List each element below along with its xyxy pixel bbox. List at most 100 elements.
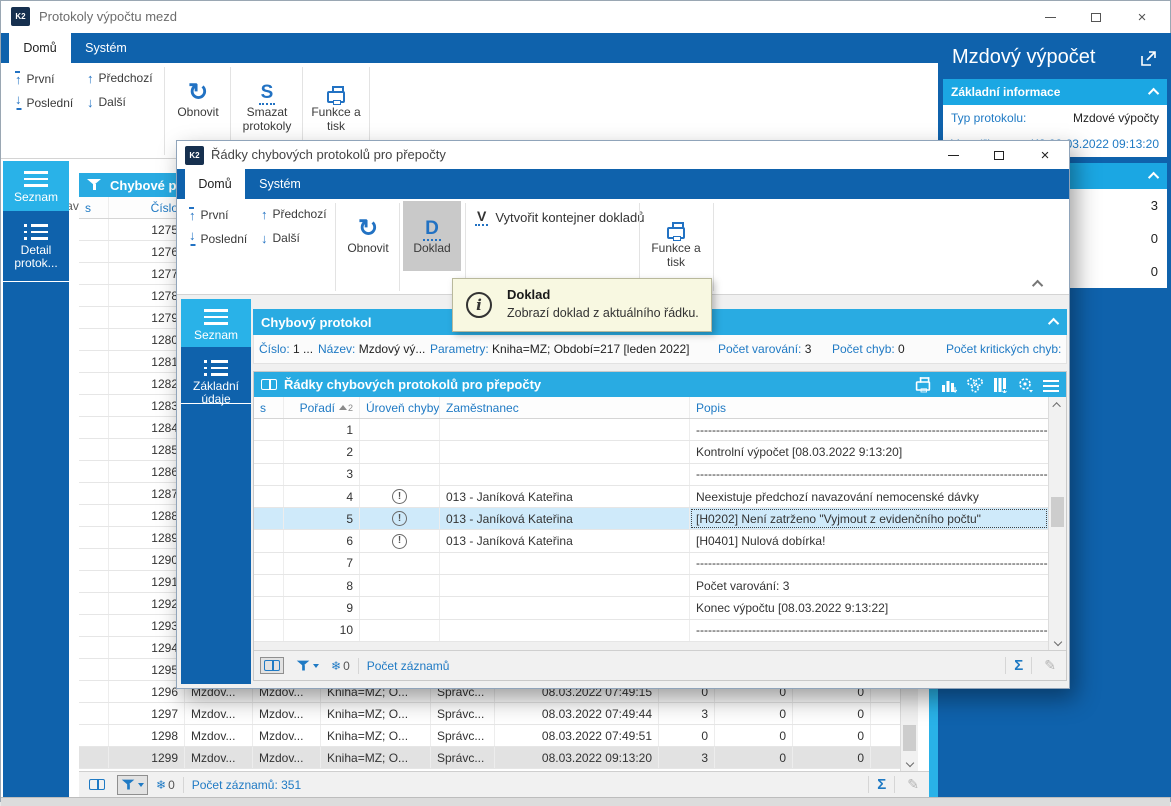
scroll-down-icon[interactable]	[1049, 634, 1066, 650]
snowflake-icon: ❄	[156, 777, 167, 792]
last-button[interactable]: ↑ Poslední	[189, 230, 248, 246]
scroll-down-icon[interactable]	[901, 755, 918, 771]
table-row[interactable]: 7 ! ------------------------------------…	[254, 552, 1048, 576]
sidebar-item-detail[interactable]: Detail protok...	[3, 214, 69, 282]
column-header-poradi[interactable]: Pořadí 2	[284, 397, 360, 418]
doklad-button[interactable]: D Doklad	[403, 201, 461, 271]
functions-print-button[interactable]: Funkce a tisk	[645, 207, 707, 270]
ribbon-collapse-icon[interactable]	[1031, 277, 1044, 292]
open-external-icon[interactable]	[1140, 50, 1157, 67]
tooltip-text: Zobrazí doklad z aktuálního řádku.	[507, 306, 699, 320]
delete-protocols-button[interactable]: S Smazat protokoly	[242, 82, 292, 134]
previous-button[interactable]: ↑ Předchozí	[261, 206, 327, 222]
section-header[interactable]: Základní informace	[943, 79, 1167, 105]
table-row[interactable]: 10 ! -----------------------------------…	[254, 619, 1048, 642]
dialog-content: Chybový protokol Číslo: 1 ... Název: Mzd…	[253, 299, 1067, 684]
first-button[interactable]: ↑ První	[189, 207, 229, 223]
column-header-popis[interactable]: Popis	[696, 400, 727, 415]
arrow-to-top-icon: ↑	[15, 71, 22, 87]
warning-icon: !	[392, 533, 407, 549]
dialog-ribbon-tabs: Domů Systém	[177, 169, 1069, 199]
minimize-button[interactable]	[931, 141, 975, 169]
close-button[interactable]: ×	[1119, 1, 1165, 33]
print-icon[interactable]	[915, 377, 931, 393]
collapse-icon[interactable]	[1147, 87, 1160, 100]
dialog-vertical-scrollbar[interactable]	[1048, 397, 1066, 650]
maximize-button[interactable]	[977, 141, 1021, 169]
close-icon: ×	[1040, 146, 1050, 164]
create-container-button[interactable]: V Vytvořit kontejner dokladů	[475, 208, 645, 226]
table-row[interactable]: 9 ! Konec výpočtu [08.03.2022 9:13:22]	[254, 597, 1048, 620]
filter-icon[interactable]	[87, 178, 102, 192]
table-row[interactable]: 8 ! Počet varování: 3	[254, 575, 1048, 598]
detail-list-icon	[24, 224, 48, 240]
table-row[interactable]: 1299 Mzdov... Mzdov... Kniha=MZ; O... Sp…	[79, 747, 900, 769]
next-button[interactable]: ↓ Další	[261, 230, 300, 246]
tab-domu[interactable]: Domů	[185, 169, 245, 199]
table-row[interactable]: 3 ! ------------------------------------…	[254, 463, 1048, 486]
minimize-button[interactable]	[1027, 1, 1073, 33]
dialog-sidebar: Seznam Základní údaje	[181, 299, 251, 684]
column-header-s[interactable]: s	[254, 397, 284, 418]
protocol-field: Počet kritických chyb:	[946, 342, 1062, 356]
previous-button[interactable]: ↑ Předchozí	[87, 70, 153, 86]
collapse-icon[interactable]	[1147, 171, 1160, 184]
refresh-button[interactable]: ↻ Obnovit	[169, 71, 227, 120]
table-row[interactable]: 1298 Mzdov... Mzdov... Kniha=MZ; O... Sp…	[79, 725, 900, 747]
chart-icon[interactable]	[941, 377, 957, 393]
main-titlebar: K2 Protokoly výpočtu mezd ×	[1, 1, 1170, 33]
sidebar-item-zakladni-udaje[interactable]: Základní údaje	[181, 350, 251, 406]
scrollbar-thumb[interactable]	[903, 725, 916, 751]
sidebar-item-seznam[interactable]: Seznam	[181, 299, 251, 347]
filter-toggle[interactable]	[292, 656, 323, 676]
refresh-button[interactable]: ↻ Obnovit	[339, 207, 397, 256]
tab-domu[interactable]: Domů	[9, 33, 71, 63]
doklad-icon: D	[423, 218, 441, 241]
book-toggle[interactable]	[85, 776, 109, 793]
window-bottom-edge	[1, 797, 1170, 806]
grid-menu-icon[interactable]	[1043, 380, 1059, 392]
arrow-to-top-icon: ↑	[189, 207, 196, 223]
column-header-zamestnanec[interactable]: Zaměstnanec	[440, 397, 690, 418]
last-button[interactable]: ↑ Poslední	[15, 94, 74, 110]
book-toggle[interactable]	[260, 657, 284, 674]
sum-button[interactable]: Σ	[1005, 657, 1033, 674]
smazat-icon: S	[258, 82, 276, 105]
freeze-toggle[interactable]: ❄ 0	[331, 658, 350, 673]
settings-gear-icon[interactable]	[1017, 377, 1034, 393]
sidebar-item-seznam[interactable]: Seznam	[3, 161, 69, 211]
next-button[interactable]: ↓ Další	[87, 94, 126, 110]
record-count: Počet záznamů: 351	[191, 777, 302, 792]
table-row[interactable]: 6 ! 013 - Janíková Kateřina [H0401] Nulo…	[254, 530, 1048, 553]
table-row[interactable]: 4 ! 013 - Janíková Kateřina Neexistuje p…	[254, 485, 1048, 509]
first-button[interactable]: ↑ První	[15, 71, 55, 87]
filter-toggle[interactable]	[117, 774, 148, 795]
scroll-up-icon[interactable]	[1049, 397, 1066, 413]
column-header-uroven[interactable]: Úroveň chyby	[360, 397, 440, 418]
freeze-toggle[interactable]: ❄ 0	[156, 777, 175, 792]
tooltip-title: Doklad	[507, 287, 551, 302]
close-icon: ×	[1137, 8, 1147, 26]
column-header-s[interactable]: s	[79, 197, 109, 218]
app-logo-k2: K2	[11, 7, 30, 26]
table-row[interactable]: 1297 Mzdov... Mzdov... Kniha=MZ; O... Sp…	[79, 703, 900, 725]
collapse-icon[interactable]	[1047, 317, 1060, 330]
maximize-button[interactable]	[1073, 1, 1119, 33]
functions-print-button[interactable]: Funkce a tisk	[306, 71, 366, 134]
table-row[interactable]: 2 ! Kontrolní výpočet [08.03.2022 9:13:2…	[254, 441, 1048, 464]
dialog-grid: Řádky chybových protokolů pro přepočty s…	[253, 371, 1067, 681]
scrollbar-thumb[interactable]	[1051, 497, 1064, 527]
close-button[interactable]: ×	[1023, 141, 1067, 169]
detail-list-icon	[204, 360, 228, 376]
main-status-bar: ❄ 0 Počet záznamů: 351 Σ ✎	[79, 771, 929, 797]
tab-system[interactable]: Systém	[259, 177, 301, 191]
sum-button[interactable]: Σ	[868, 776, 896, 793]
gears-icon[interactable]	[966, 377, 984, 393]
kontejner-icon: V	[475, 208, 489, 226]
warning-icon: !	[392, 489, 407, 505]
table-row[interactable]: 5 ! 013 - Janíková Kateřina [H0202] Není…	[254, 508, 1048, 531]
tab-system[interactable]: Systém	[85, 41, 127, 55]
table-row[interactable]: 1 ! ------------------------------------…	[254, 419, 1048, 442]
columns-icon[interactable]	[993, 377, 1008, 393]
column-header-cislo[interactable]: Číslo	[109, 197, 185, 218]
